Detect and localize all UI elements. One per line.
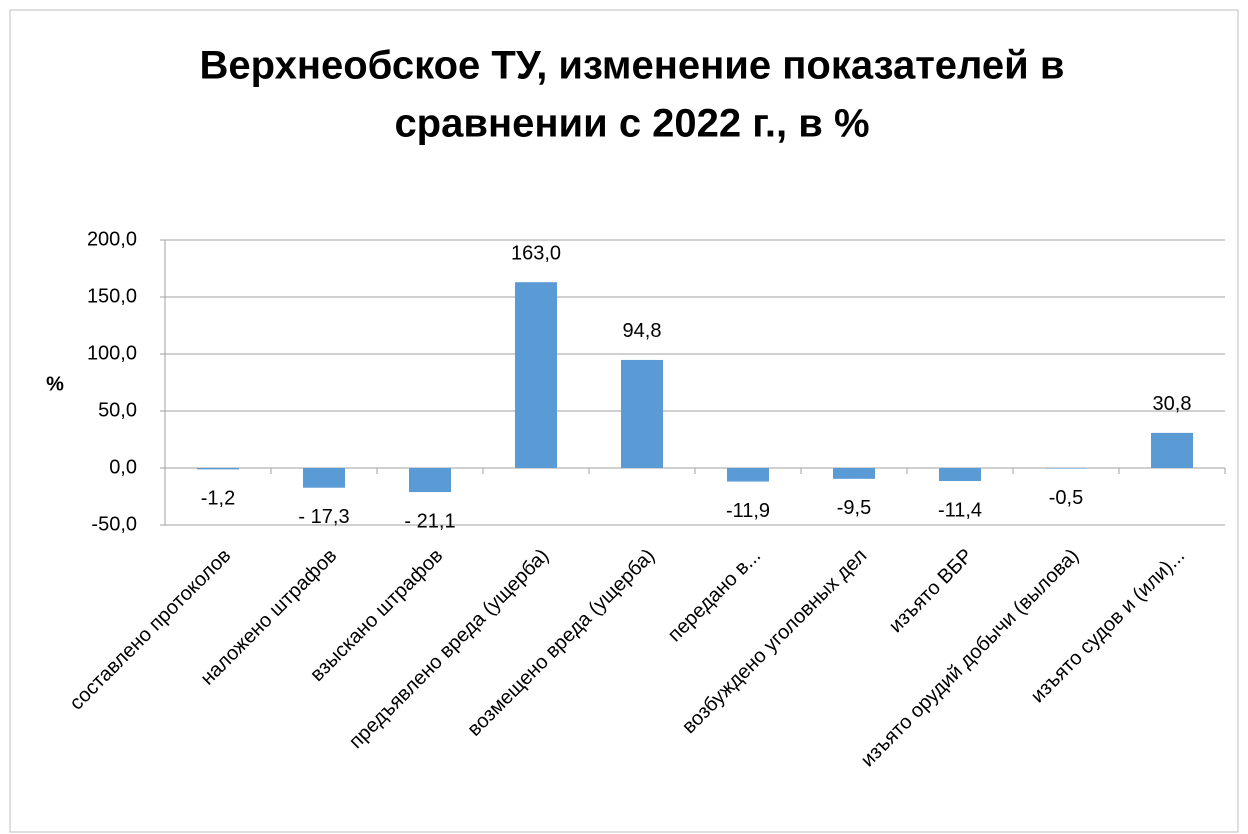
bar (621, 359, 663, 468)
data-label: -11,9 (726, 500, 770, 522)
bar (409, 468, 451, 493)
data-label: 163,0 (511, 242, 561, 264)
bar (1045, 468, 1087, 469)
data-label: -9,5 (837, 497, 871, 519)
y-tick-label: -50,0 (91, 513, 137, 535)
y-tick-label: 200,0 (87, 228, 137, 250)
y-tick-label: 50,0 (98, 399, 137, 421)
data-label: 94,8 (623, 320, 662, 342)
y-axis-label: % (46, 373, 64, 395)
bar (303, 468, 345, 488)
data-label: 30,8 (1153, 393, 1192, 415)
chart-title: Верхнеобское ТУ, изменение показателей в (200, 44, 1065, 88)
y-tick-label: 150,0 (87, 285, 137, 307)
bar (1151, 432, 1193, 468)
data-label: - 17,3 (298, 506, 349, 528)
bar (939, 468, 981, 481)
data-label: -1,2 (201, 488, 235, 510)
bar (833, 468, 875, 479)
chart-title: сравнении с 2022 г., в % (394, 102, 869, 146)
y-tick-label: 0,0 (109, 456, 137, 478)
y-tick-label: 100,0 (87, 342, 137, 364)
data-label: - 21,1 (404, 510, 455, 532)
bar (515, 282, 557, 468)
bar (727, 468, 769, 482)
data-label: -0,5 (1049, 487, 1083, 509)
data-label: -11,4 (938, 499, 982, 521)
bar (197, 468, 239, 470)
